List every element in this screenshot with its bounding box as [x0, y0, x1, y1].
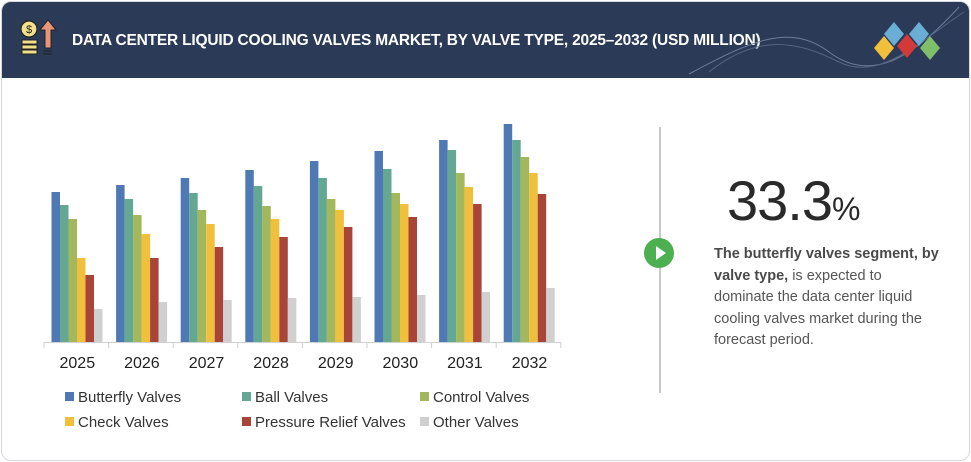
legend-label: Butterfly Valves	[78, 389, 182, 406]
highlight-bold-text: The butterfly valves segment, by valve t…	[714, 246, 939, 284]
bar-butterfly-valves-2027	[180, 178, 190, 342]
legend-item: Other Valves	[420, 414, 519, 431]
highlight-unit: %	[832, 191, 861, 227]
bar-butterfly-valves-2025	[51, 192, 60, 342]
legend-item: Butterfly Valves	[65, 389, 181, 406]
svg-text:$: $	[26, 24, 32, 36]
bar-check-valves-2026	[141, 234, 151, 342]
legend-swatch	[420, 417, 429, 426]
legend-swatch	[242, 392, 251, 401]
x-tick-label: 2031	[447, 355, 483, 372]
bar-other-valves-2032	[546, 288, 555, 342]
x-tick-label: 2030	[383, 355, 419, 372]
bar-ball-valves-2031	[447, 150, 457, 342]
bar-check-valves-2027	[206, 224, 215, 342]
legend-label: Control Valves	[433, 389, 530, 406]
bar-other-valves-2028	[287, 298, 297, 342]
bar-check-valves-2031	[464, 187, 474, 342]
bar-pressure-relief-valves-2030	[408, 217, 417, 342]
legend-swatch	[65, 417, 74, 426]
decorative-waves	[688, 6, 965, 75]
x-tick-label: 2032	[512, 355, 548, 372]
highlight-value: 33.3%	[727, 168, 860, 233]
legend-item: Check Valves	[65, 414, 169, 431]
bar-control-valves-2026	[133, 215, 142, 342]
x-tick-label: 2029	[318, 355, 354, 372]
bar-butterfly-valves-2030	[374, 151, 383, 342]
bar-pressure-relief-valves-2032	[537, 194, 547, 342]
diamond-cluster-logo	[874, 22, 940, 60]
bar-check-valves-2032	[529, 173, 538, 342]
legend-swatch	[420, 392, 429, 401]
bar-pressure-relief-valves-2028	[279, 237, 288, 342]
x-tick-label: 2026	[124, 355, 160, 372]
x-tick-label: 2028	[253, 355, 289, 372]
bar-other-valves-2025	[94, 309, 103, 342]
bar-control-valves-2030	[391, 193, 400, 342]
legend-label: Ball Valves	[255, 389, 329, 406]
bar-other-valves-2031	[481, 292, 491, 342]
legend-swatch	[242, 417, 251, 426]
chart-title: DATA CENTER LIQUID COOLING VALVES MARKET…	[72, 32, 761, 49]
bar-control-valves-2031	[456, 173, 465, 342]
legend-swatch	[65, 392, 74, 401]
highlight-text: is expected to dominate the data center …	[714, 267, 922, 349]
bar-other-valves-2027	[223, 300, 232, 342]
bar-other-valves-2026	[158, 302, 168, 342]
bar-ball-valves-2028	[253, 186, 263, 342]
bar-butterfly-valves-2029	[309, 161, 319, 342]
highlight-description: The butterfly valves segment, by valve t…	[714, 244, 944, 352]
bar-check-valves-2030	[400, 204, 409, 342]
bar-pressure-relief-valves-2025	[85, 275, 94, 342]
legend-item: Control Valves	[420, 389, 529, 406]
bar-check-valves-2029	[335, 210, 344, 342]
bar-check-valves-2028	[270, 219, 280, 342]
bar-pressure-relief-valves-2031	[473, 204, 482, 342]
bar-butterfly-valves-2028	[245, 170, 254, 342]
legend-label: Pressure Relief Valves	[255, 414, 406, 431]
play-circle-icon	[644, 238, 674, 268]
header-bar: $ DATA CENTER LIQUID COOLING VALVES MARK…	[2, 2, 969, 78]
bar-control-valves-2028	[262, 206, 271, 342]
bar-ball-valves-2026	[124, 199, 134, 342]
x-tick-label: 2025	[60, 355, 96, 372]
x-tick-label: 2027	[189, 355, 225, 372]
highlight-number: 33.3	[727, 169, 833, 232]
bar-ball-valves-2032	[512, 140, 521, 342]
bar-ball-valves-2029	[318, 178, 327, 342]
legend-item: Pressure Relief Valves	[242, 414, 406, 431]
bar-ball-valves-2025	[60, 205, 69, 342]
bar-control-valves-2029	[326, 199, 336, 342]
bar-check-valves-2025	[77, 258, 86, 342]
bar-other-valves-2029	[352, 297, 361, 342]
legend-label: Check Valves	[78, 414, 169, 431]
bar-pressure-relief-valves-2027	[214, 247, 224, 342]
bar-ball-valves-2027	[189, 193, 198, 342]
bar-other-valves-2030	[417, 295, 426, 342]
bar-pressure-relief-valves-2026	[150, 258, 159, 342]
bar-control-valves-2032	[520, 157, 530, 342]
legend-label: Other Valves	[433, 414, 519, 431]
bar-butterfly-valves-2031	[439, 140, 448, 342]
legend-item: Ball Valves	[242, 389, 328, 406]
bar-control-valves-2025	[68, 219, 77, 342]
coins-growth-icon: $	[20, 19, 58, 55]
bar-control-valves-2027	[197, 210, 207, 342]
bar-butterfly-valves-2032	[503, 124, 513, 342]
bar-ball-valves-2030	[383, 169, 392, 342]
bar-butterfly-valves-2026	[116, 185, 125, 342]
bar-pressure-relief-valves-2029	[343, 227, 353, 342]
